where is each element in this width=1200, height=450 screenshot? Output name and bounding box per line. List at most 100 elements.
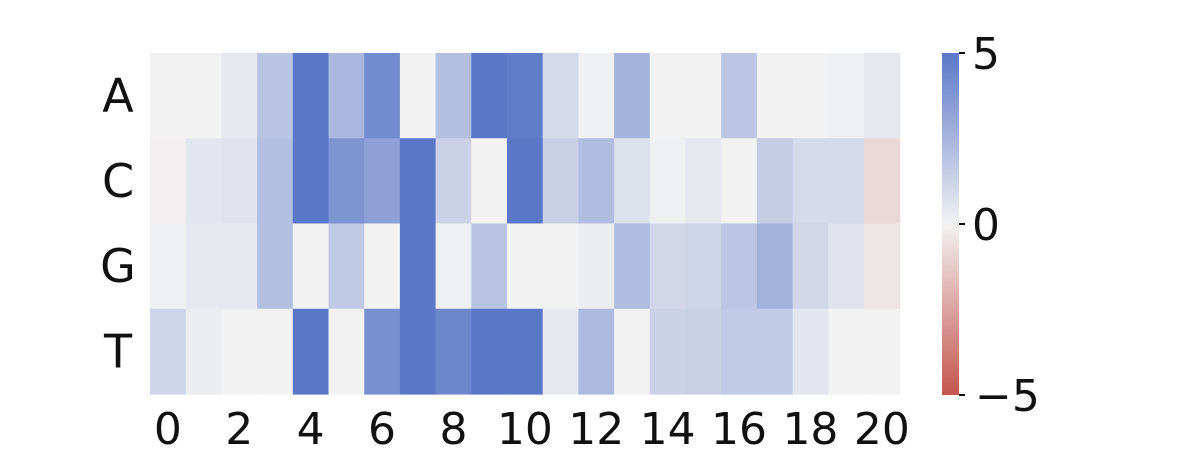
column-tick-labels: 0 2 4 6 8 10 12 14 16 18 20 (154, 404, 910, 450)
heatmap-cell-C-12 (578, 138, 615, 225)
heatmap-cell-C-18 (792, 138, 829, 225)
heatmap-cell-C-15 (685, 138, 722, 225)
heatmap-cell-T-7 (399, 308, 437, 395)
x-tick-label: 2 (225, 404, 253, 450)
heatmap-cell-G-17 (756, 223, 794, 310)
heatmap-cell-T-3 (257, 308, 294, 395)
row-label-T: T (103, 324, 133, 378)
heatmap-cell-G-10 (507, 223, 544, 310)
heatmap-cell-C-13 (614, 138, 651, 225)
heatmap-cell-G-19 (828, 223, 865, 310)
heatmap-cell-G-5 (328, 223, 365, 310)
heatmap-cell-A-16 (721, 53, 758, 139)
heatmap-cell-A-19 (828, 53, 865, 139)
heatmap-cell-G-13 (614, 223, 651, 310)
heatmap-cell-G-20 (864, 223, 901, 310)
x-tick-label: 18 (782, 404, 838, 450)
x-tick-label: 12 (568, 404, 624, 450)
heatmap-cell-T-8 (435, 308, 472, 395)
heatmap-cell-T-18 (792, 308, 829, 395)
heatmap-cell-G-1 (185, 223, 222, 310)
heatmap-cell-T-19 (828, 308, 865, 395)
heatmap-cell-A-9 (471, 53, 508, 139)
heatmap-cell-G-11 (542, 223, 579, 310)
x-tick-label: 14 (640, 404, 696, 450)
colorbar-tick-labels: 5 0 −5 (959, 29, 1040, 422)
heatmap-cell-T-17 (756, 308, 794, 395)
heatmap-cell-A-13 (614, 53, 651, 139)
heatmap-cell-T-0 (150, 308, 187, 395)
colorbar-tick-label: 0 (972, 200, 1000, 251)
heatmap-cell-T-1 (185, 308, 222, 395)
heatmap-cell-G-12 (578, 223, 615, 310)
heatmap-cell-C-3 (257, 138, 294, 225)
x-tick-label: 20 (854, 404, 910, 450)
heatmap-cell-A-4 (292, 53, 330, 139)
x-tick-label: 6 (368, 404, 396, 450)
colorbar (942, 53, 959, 395)
heatmap-cell-A-14 (649, 53, 687, 139)
heatmap-cell-A-10 (507, 53, 544, 139)
heatmap-cell-G-3 (257, 223, 294, 310)
heatmap-cell-G-15 (685, 223, 722, 310)
heatmap-cell-A-2 (221, 53, 258, 139)
x-tick-label: 8 (439, 404, 467, 450)
heatmap-cell-C-20 (864, 138, 901, 225)
heatmap-cell-T-15 (685, 308, 722, 395)
heatmap-cell-C-0 (150, 138, 187, 225)
heatmap-cell-A-0 (150, 53, 187, 139)
row-label-A: A (102, 69, 134, 123)
x-tick-label: 4 (297, 404, 325, 450)
heatmap-cell-G-8 (435, 223, 472, 310)
heatmap-cell-G-4 (292, 223, 330, 310)
heatmap-cell-C-10 (507, 138, 544, 225)
heatmap-cell-G-16 (721, 223, 758, 310)
heatmap-cell-C-7 (399, 138, 437, 225)
heatmap-cell-C-16 (721, 138, 758, 225)
heatmap-cell-C-17 (756, 138, 794, 225)
heatmap-cell-A-6 (364, 53, 401, 139)
heatmap-cell-A-12 (578, 53, 615, 139)
heatmap-cell-A-17 (756, 53, 794, 139)
heatmap-cell-G-7 (399, 223, 437, 310)
heatmap-cell-G-2 (221, 223, 258, 310)
colorbar-tick-label: −5 (975, 371, 1040, 422)
heatmap-cell-T-11 (542, 308, 579, 395)
heatmap-cell-T-9 (471, 308, 508, 395)
heatmap-cell-C-1 (185, 138, 222, 225)
row-label-C: C (102, 154, 134, 208)
heatmap-cell-T-14 (649, 308, 687, 395)
heatmap-cell-G-9 (471, 223, 508, 310)
heatmap-cell-T-2 (221, 308, 258, 395)
heatmap-cell-T-20 (864, 308, 901, 395)
heatmap-cell-A-15 (685, 53, 722, 139)
heatmap-cell-C-9 (471, 138, 508, 225)
heatmap-cell-C-4 (292, 138, 330, 225)
heatmap-cell-C-14 (649, 138, 687, 225)
heatmap-cell-A-8 (435, 53, 472, 139)
heatmap-cell-A-3 (257, 53, 294, 139)
colorbar-gradient (942, 53, 959, 395)
heatmap-cell-A-11 (542, 53, 579, 139)
heatmap-cell-C-8 (435, 138, 472, 225)
heatmap-cell-T-16 (721, 308, 758, 395)
heatmap-cell-T-10 (507, 308, 544, 395)
heatmap-cell-C-2 (221, 138, 258, 225)
heatmap-cell-G-18 (792, 223, 829, 310)
heatmap-cell-C-5 (328, 138, 365, 225)
x-tick-label: 16 (711, 404, 767, 450)
heatmap-cell-A-18 (792, 53, 829, 139)
row-label-G: G (100, 239, 136, 293)
heatmap-cell-A-7 (399, 53, 437, 139)
heatmap-cell-A-5 (328, 53, 365, 139)
heatmap-cell-A-20 (864, 53, 901, 139)
heatmap-cell-T-4 (292, 308, 330, 395)
colorbar-tick-label: 5 (972, 29, 1000, 80)
heatmap-cell-G-6 (364, 223, 401, 310)
heatmap-cell-G-14 (649, 223, 687, 310)
heatmap-cell-A-1 (185, 53, 222, 139)
x-tick-label: 10 (497, 404, 553, 450)
heatmap-cell-C-11 (542, 138, 579, 225)
